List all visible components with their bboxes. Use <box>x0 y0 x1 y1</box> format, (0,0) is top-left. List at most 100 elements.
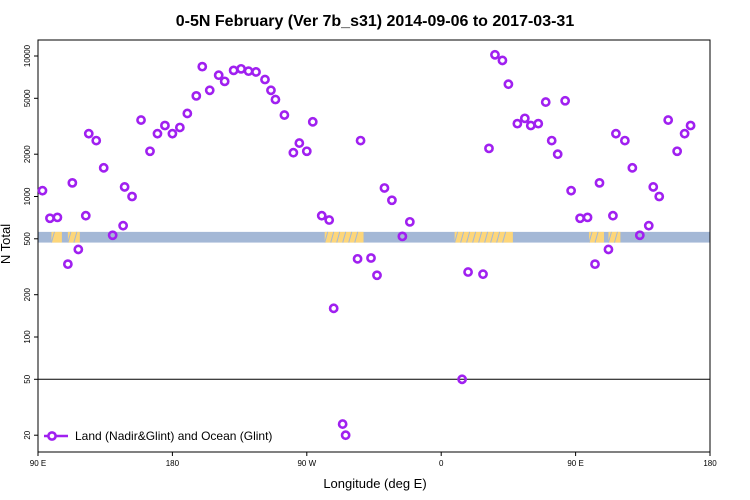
data-point <box>340 430 351 441</box>
data-point <box>191 91 202 101</box>
data-point <box>266 85 276 96</box>
data-point <box>611 128 621 139</box>
band-texture-line <box>594 231 599 243</box>
data-point <box>387 195 397 206</box>
data-point <box>219 76 230 87</box>
y-tick-label: 100 <box>23 330 32 344</box>
y-axis-label: N Total <box>0 224 13 264</box>
data-point <box>251 67 261 77</box>
y-tick-label: 50 <box>23 374 32 383</box>
data-point <box>490 49 500 60</box>
data-point <box>107 230 118 241</box>
data-point <box>566 185 577 196</box>
x-tick-label: 180 <box>703 459 717 468</box>
band-texture-line <box>330 231 335 243</box>
data-point <box>80 210 91 221</box>
data-point <box>503 79 514 90</box>
data-point <box>197 61 208 72</box>
data-point <box>672 146 683 157</box>
data-point <box>228 65 239 76</box>
data-point <box>355 135 366 146</box>
data-point <box>182 108 193 119</box>
data-point <box>145 146 155 157</box>
data-point <box>457 374 468 385</box>
data-point <box>478 269 488 280</box>
band-texture-line <box>502 231 507 243</box>
band-texture-line <box>496 231 501 243</box>
band-texture-line <box>324 231 329 243</box>
data-point <box>525 120 536 131</box>
x-tick-label: 90 E <box>567 459 583 468</box>
data-point <box>404 216 415 227</box>
chart-title: 0-5N February (Ver 7b_s31) 2014-09-06 to… <box>176 13 575 30</box>
data-point <box>608 210 618 221</box>
band-texture-line <box>342 231 347 243</box>
data-point <box>337 419 348 429</box>
y-tick-label: 2000 <box>23 145 32 163</box>
data-point <box>174 122 185 133</box>
data-point <box>127 191 137 202</box>
data-point <box>685 120 696 131</box>
data-point <box>552 149 563 160</box>
x-tick-label: 180 <box>166 459 180 468</box>
data-point <box>627 162 638 173</box>
band-land-segment <box>608 231 621 243</box>
data-point <box>582 212 593 223</box>
data-point <box>590 259 600 270</box>
data-point <box>575 213 585 224</box>
data-point <box>260 74 270 85</box>
data-point <box>37 185 48 196</box>
y-tick-label: 1000 <box>23 187 32 205</box>
data-point <box>316 210 327 221</box>
data-point <box>279 110 290 120</box>
y-tick-label: 5000 <box>23 89 32 107</box>
data-point <box>328 303 339 314</box>
data-point <box>301 146 312 157</box>
data-point <box>62 259 73 270</box>
data-point <box>288 147 299 158</box>
data-point <box>654 191 665 202</box>
band-texture-line <box>478 231 483 243</box>
data-point <box>204 85 215 96</box>
band-texture-line <box>336 231 341 243</box>
data-point <box>236 63 246 74</box>
band-texture-line <box>460 231 465 243</box>
y-tick-label: 200 <box>23 287 32 301</box>
band-texture-line <box>490 231 495 243</box>
band-texture-line <box>484 231 489 243</box>
data-point <box>463 267 473 277</box>
data-point <box>648 182 659 192</box>
y-tick-label: 20 <box>23 430 32 439</box>
band-texture-line <box>613 231 618 243</box>
data-point <box>540 97 551 107</box>
x-tick-label: 90 E <box>30 459 46 468</box>
data-point <box>52 212 63 223</box>
data-point <box>519 113 530 124</box>
band-texture-line <box>472 231 477 243</box>
data-point <box>98 162 109 173</box>
data-point <box>512 118 523 129</box>
data-point <box>619 135 630 146</box>
plot-area: 20 50 100 200 500 1000 2000 5000 10000 90 E 180 90 … <box>23 39 717 468</box>
data-point <box>397 231 408 242</box>
band-texture-line <box>50 231 55 243</box>
band-texture-line <box>466 231 471 243</box>
x-tick-label: 0 <box>439 459 444 468</box>
band-texture-line <box>607 231 612 243</box>
plot-frame <box>37 39 711 453</box>
band-texture-line <box>348 231 353 243</box>
data-point <box>91 135 102 146</box>
data-point <box>484 143 494 154</box>
data-point <box>136 115 146 125</box>
data-point <box>352 253 363 264</box>
data-point <box>634 230 645 241</box>
data-point <box>594 177 605 188</box>
band-texture-line <box>73 231 78 243</box>
data-point <box>160 120 170 131</box>
band-texture-line <box>67 231 72 243</box>
legend-label: Land (Nadir&Glint) and Ocean (Glint) <box>75 429 272 443</box>
data-point <box>366 253 376 263</box>
data-point <box>119 182 130 192</box>
data-point <box>324 215 335 225</box>
